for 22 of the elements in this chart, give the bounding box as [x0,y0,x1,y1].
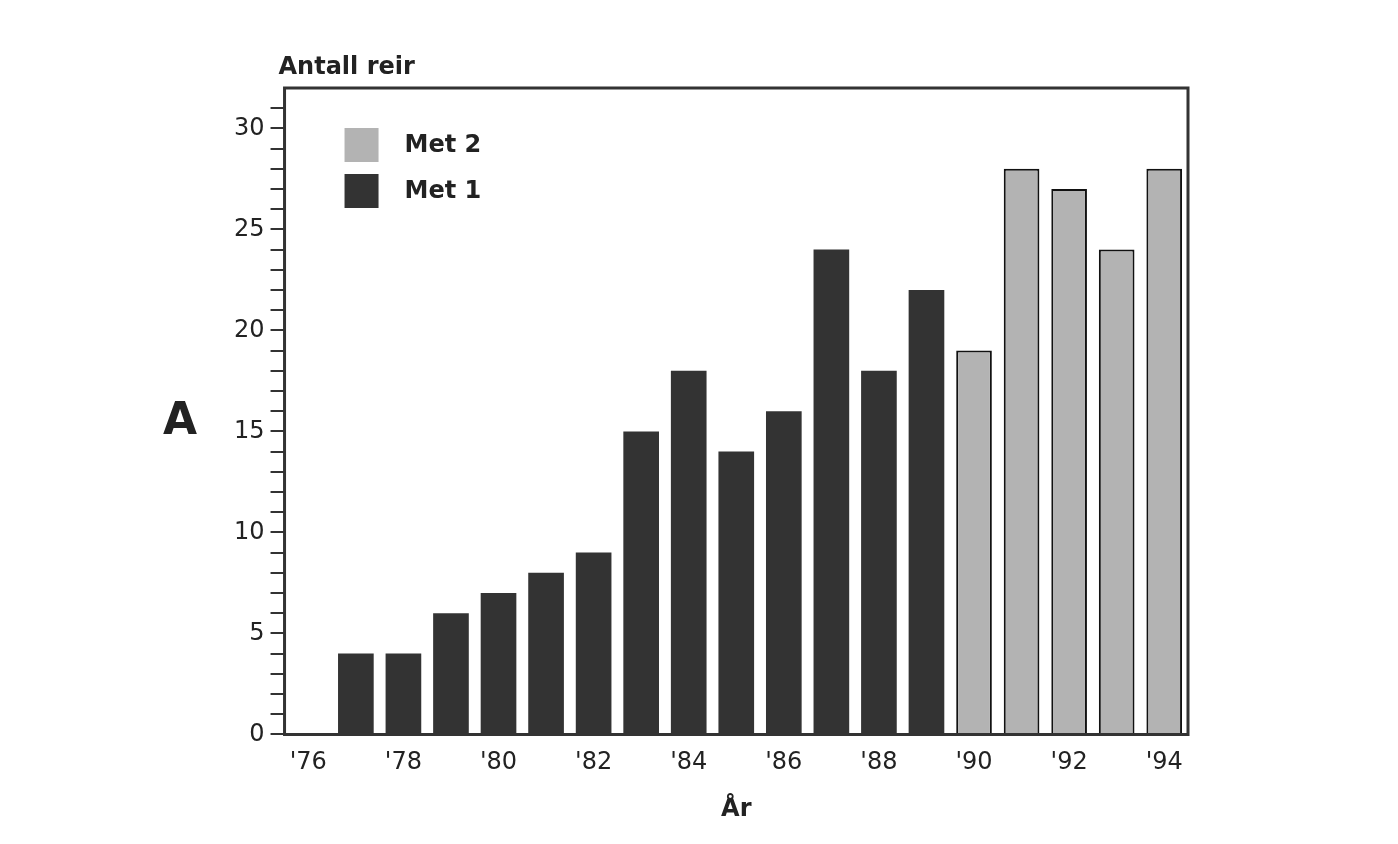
text: A [163,393,198,444]
x-tick-label: '82 [575,747,613,776]
y-tick-label: 10 [233,516,265,545]
x-tick-label: '90 [955,747,993,776]
x-tick-label: '86 [765,747,803,776]
legend-label: Met 2 [404,130,482,159]
x-tick-label: '88 [860,747,898,776]
y-tick-label: 0 [249,718,265,747]
legend-label: Met 1 [404,176,482,205]
y-axis-title: Antall reir [278,52,416,81]
y-tick-label: 20 [233,314,265,343]
y-tick-label: 5 [249,617,265,646]
x-tick-label: '78 [384,747,422,776]
x-axis-title: År [721,792,752,822]
x-tick-label: '92 [1050,747,1088,776]
y-tick-label: 25 [233,213,265,242]
x-tick-label: '84 [670,747,708,776]
x-tick-label: '76 [289,747,327,776]
y-tick-label: 15 [233,415,265,444]
x-tick-label: '80 [479,747,518,776]
x-tick-label: '94 [1145,747,1183,776]
y-tick-label: 30 [233,112,265,141]
